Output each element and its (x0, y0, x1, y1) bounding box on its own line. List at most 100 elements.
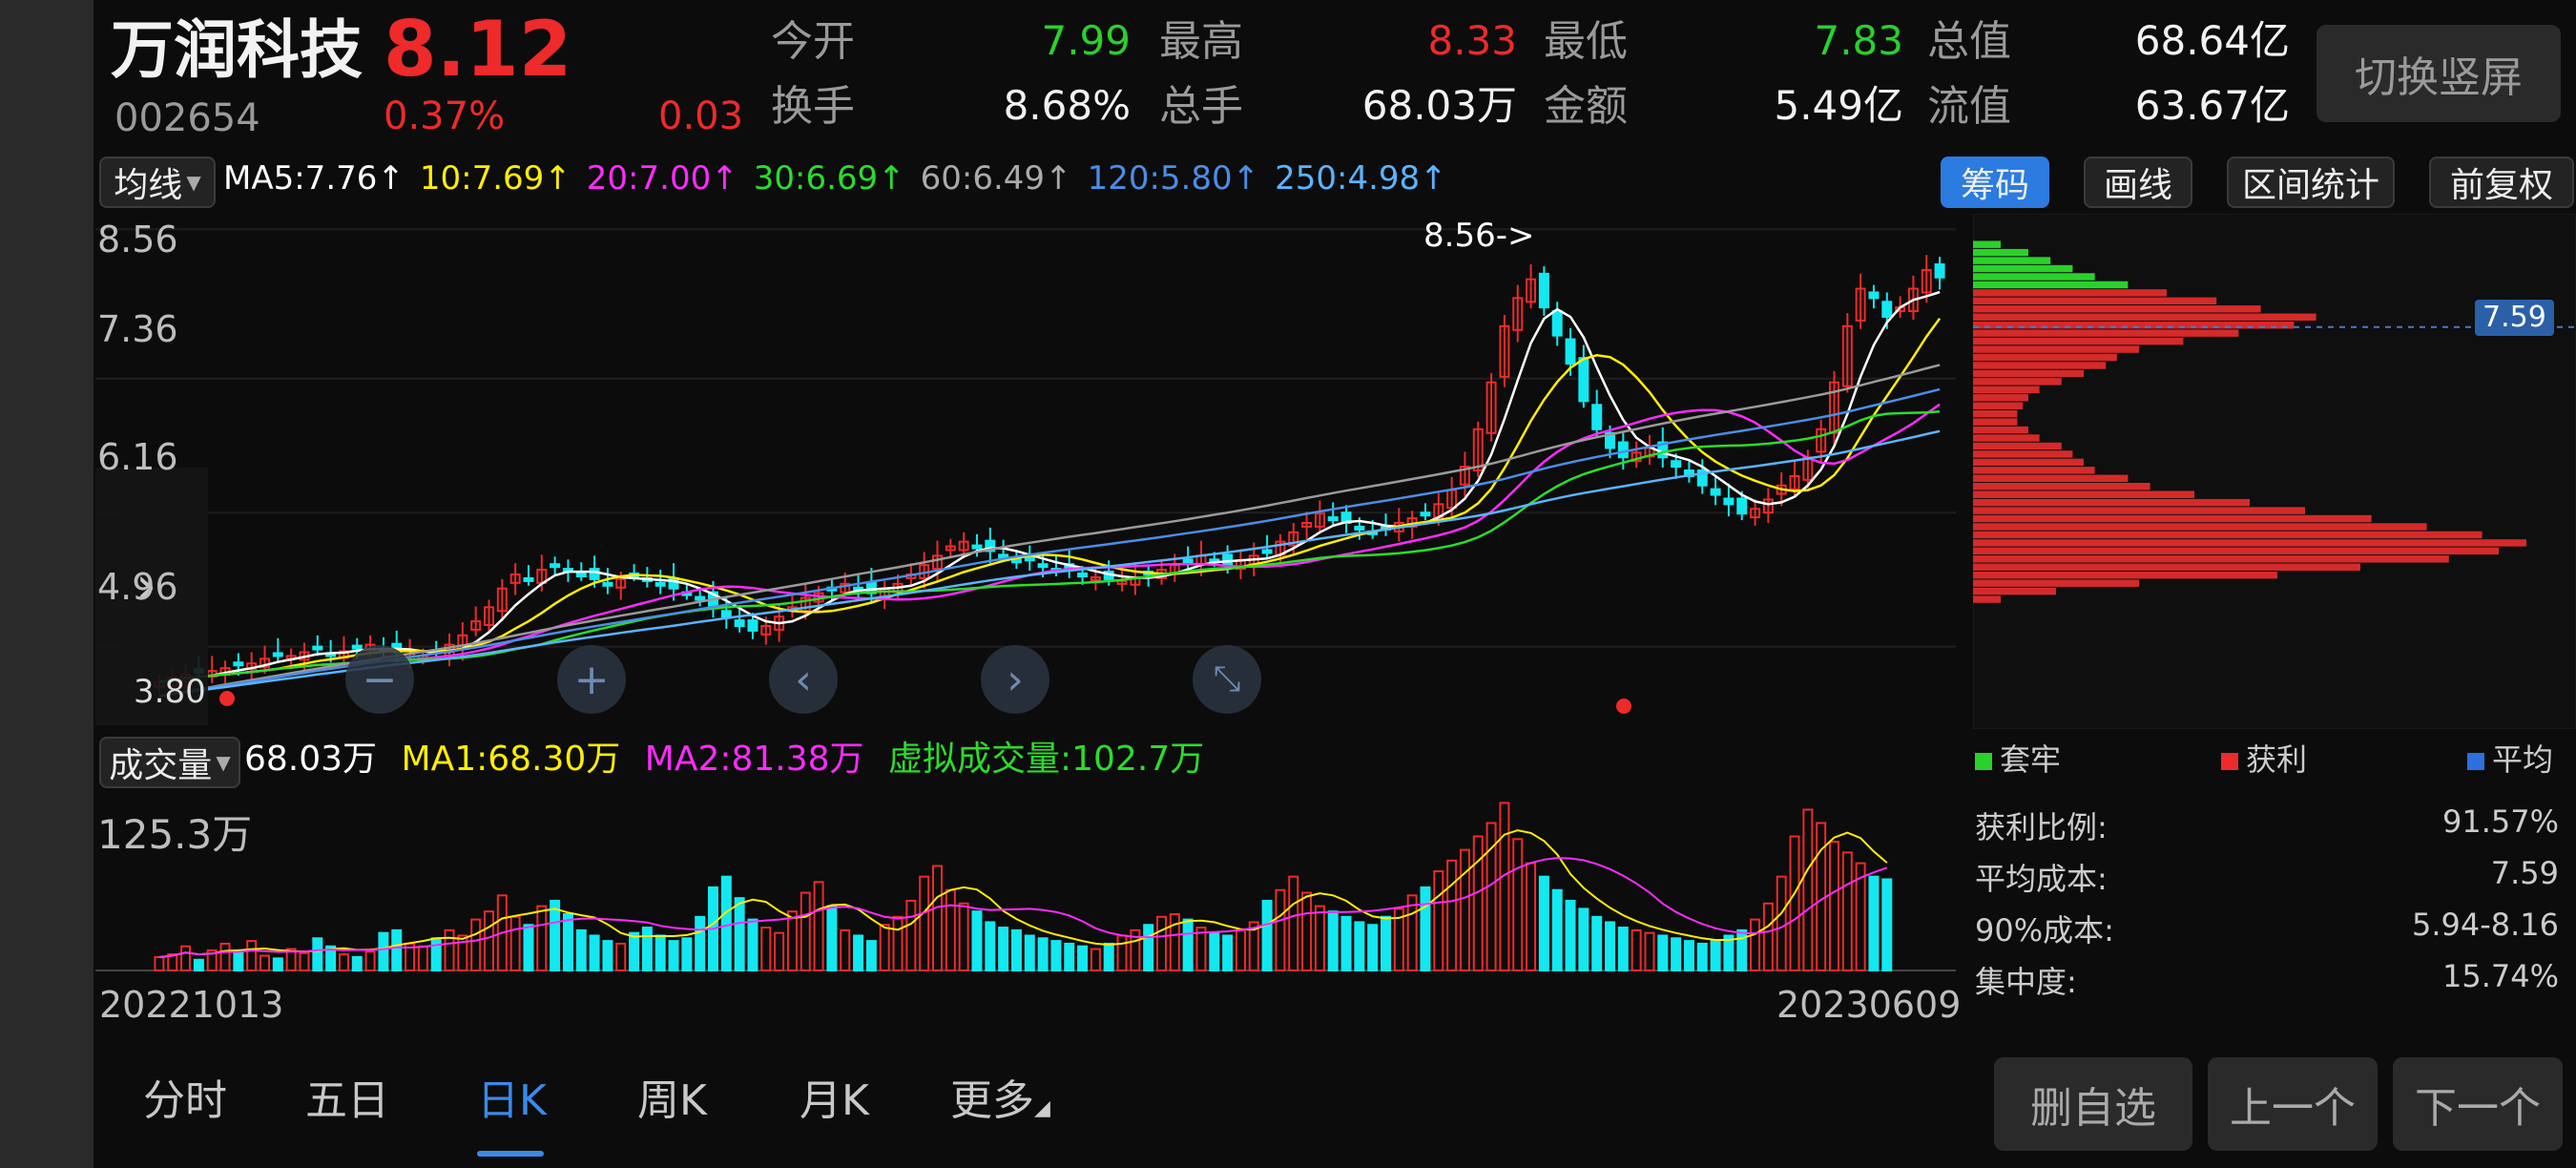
volume-bar (509, 915, 521, 971)
tab-active-indicator (477, 1151, 544, 1157)
volume-bar (958, 902, 969, 971)
chip-bar (1973, 483, 2150, 490)
volume-bar (457, 934, 468, 971)
chip-bar (1973, 329, 2239, 337)
volume-bar (1367, 924, 1379, 971)
volume-bar (1143, 924, 1154, 971)
switch-portrait-button[interactable]: 切换竖屏 (2316, 25, 2561, 122)
volume-bar (720, 875, 732, 971)
chip-stat-label: 获利比例: (1975, 809, 2108, 845)
next-stock-button[interactable]: 下一个 (2393, 1057, 2563, 1151)
volume-selector[interactable]: 成交量 ▼ (99, 737, 240, 788)
volume-bar (1578, 907, 1589, 971)
candle-body (747, 619, 758, 632)
stock-name: 万润科技 (111, 13, 363, 87)
legend-swatch (2467, 753, 2484, 770)
tab-monthly-k[interactable]: 月K (800, 1076, 869, 1125)
chip-bar (1973, 514, 2372, 523)
chip-stat-value: 15.74% (2441, 958, 2559, 994)
candle-body (1591, 404, 1603, 430)
volume-bar (1024, 934, 1035, 971)
tab-more[interactable]: 更多◢ (950, 1080, 1050, 1122)
volume-bar (919, 875, 930, 971)
volume-bar (1671, 937, 1682, 971)
volume-bar (932, 865, 943, 971)
candle-body (1617, 441, 1629, 459)
volume-bar (1077, 945, 1089, 971)
vol-ma2-label: MA2: (644, 740, 732, 779)
candle-body (1736, 497, 1748, 515)
range-stats-button[interactable]: 区间统计 (2227, 156, 2395, 208)
zoom-in-button[interactable]: + (557, 645, 626, 714)
volume-bar (1841, 851, 1853, 971)
open-value: 7.99 (1041, 17, 1131, 64)
left-edge-bar (0, 0, 93, 1168)
volume-bar (786, 910, 798, 971)
volume-bar (998, 927, 1009, 971)
chip-bar (1973, 289, 2167, 297)
volume-chart[interactable] (95, 794, 1956, 971)
ma-line (158, 429, 1941, 698)
draw-line-button[interactable]: 画线 (2084, 156, 2192, 208)
volume-bar (1103, 942, 1114, 971)
candle-body (1816, 428, 1827, 453)
volume-bar (774, 931, 785, 971)
volume-bar (1169, 913, 1180, 971)
collapse-button[interactable]: ⤡ (1193, 645, 1261, 714)
mktcap-value: 68.64亿 (2134, 17, 2290, 64)
zoom-out-button[interactable]: − (345, 645, 414, 714)
volume-bar (695, 915, 706, 971)
volume-bar (1050, 940, 1062, 971)
chip-bar (1973, 467, 2095, 474)
candlestick-chart[interactable] (95, 214, 1956, 729)
chip-button[interactable]: 筹码 (1941, 156, 2049, 208)
candle-body (1526, 278, 1537, 303)
candle-body (1512, 297, 1524, 331)
chip-bar (1973, 579, 2139, 587)
chip-bar (1973, 378, 2062, 386)
tab-intraday[interactable]: 分时 (143, 1076, 227, 1125)
legend-profit: 获利 (2221, 744, 2307, 775)
volume-bar (325, 945, 337, 971)
legend-profit-label: 获利 (2246, 741, 2308, 778)
remove-watchlist-button[interactable]: 删自选 (1994, 1057, 2192, 1151)
side-panel-handle[interactable]: › (95, 468, 208, 725)
legend-trapped-label: 套牢 (2000, 741, 2062, 778)
high-annotation-value: 8.56 (1423, 217, 1496, 255)
ma-selector[interactable]: 均线 ▼ (99, 156, 216, 208)
volume-bar (1565, 899, 1576, 971)
scroll-right-button[interactable]: › (981, 645, 1049, 714)
volume-bar (1631, 928, 1642, 971)
volume-bar (1617, 927, 1629, 971)
volume-bar (1710, 940, 1721, 971)
volume-bar (840, 928, 851, 971)
volume-bar (1222, 934, 1234, 971)
volume-bar (1195, 927, 1207, 971)
candle-body (1855, 287, 1866, 322)
volume-bar (1644, 931, 1655, 971)
chip-stat-row: 平均成本: 7.59 (1975, 855, 2559, 907)
scroll-left-button[interactable]: ‹ (769, 645, 838, 714)
volume-bar (167, 953, 178, 971)
adjust-button[interactable]: 前复权 (2429, 156, 2574, 208)
tab-weekly-k[interactable]: 周K (637, 1076, 707, 1125)
previous-stock-button[interactable]: 上一个 (2208, 1057, 2378, 1151)
virtual-volume-label: 虚拟成交量: (888, 740, 1072, 779)
volume-bar (470, 918, 482, 971)
volume-bar (1868, 875, 1880, 971)
candle-body (932, 554, 943, 571)
tab-daily-k[interactable]: 日K (477, 1076, 547, 1125)
candle-body (971, 544, 983, 550)
volume-bar (615, 942, 627, 971)
candle-body (985, 539, 996, 553)
candle-body (840, 582, 851, 594)
tab-five-day[interactable]: 五日 (305, 1076, 389, 1125)
candle-body (1696, 469, 1708, 487)
volume-bar (1288, 875, 1299, 971)
volume-today: 68.03万 (244, 740, 378, 779)
volume-bar (813, 881, 824, 971)
chip-bar (1973, 353, 2117, 362)
ma-item: 20:7.00↑ (586, 159, 738, 198)
corner-triangle-icon: ◢ (1034, 1096, 1050, 1120)
candle-body (602, 581, 613, 587)
